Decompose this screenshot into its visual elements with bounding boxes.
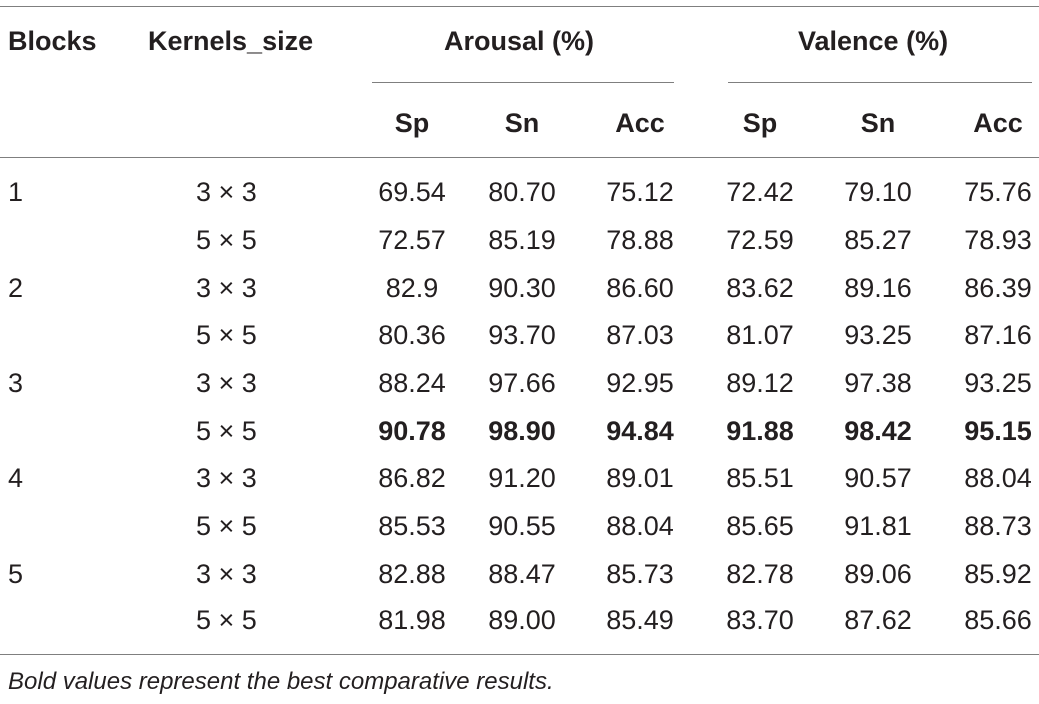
header-blocks: Blocks (8, 26, 97, 56)
cell-kernel-size: 3 × 3 (196, 559, 257, 589)
cell-block: 1 (8, 177, 24, 207)
cell-value: 89.12 (726, 368, 794, 398)
cell-value: 85.73 (606, 559, 674, 589)
cell-kernel-size: 3 × 3 (196, 177, 257, 207)
cell-value: 87.62 (844, 605, 912, 635)
cell-value: 83.62 (726, 273, 794, 303)
cell-value: 85.92 (964, 559, 1032, 589)
cell-kernel-size: 5 × 5 (196, 605, 257, 635)
cell-value: 90.55 (488, 511, 556, 541)
cell-value: 94.84 (606, 416, 674, 446)
cell-value: 85.51 (726, 463, 794, 493)
cell-value: 97.66 (488, 368, 556, 398)
subheader-arousal-sn: Sn (504, 108, 540, 138)
cell-kernel-size: 5 × 5 (196, 320, 257, 350)
cell-value: 90.78 (378, 416, 446, 446)
cell-block: 3 (8, 368, 24, 398)
cell-kernel-size: 3 × 3 (196, 368, 257, 398)
cell-value: 82.9 (385, 273, 439, 303)
cell-value: 85.19 (488, 225, 556, 255)
cell-value: 72.42 (726, 177, 794, 207)
cell-value: 98.90 (488, 416, 556, 446)
cell-kernel-size: 5 × 5 (196, 416, 257, 446)
cell-value: 81.98 (378, 605, 446, 635)
cell-value: 87.03 (606, 320, 674, 350)
header-arousal: Arousal (%) (444, 26, 595, 56)
cell-kernel-size: 3 × 3 (196, 273, 257, 303)
cell-value: 80.70 (488, 177, 556, 207)
cell-kernel-size: 5 × 5 (196, 225, 257, 255)
cell-value: 91.20 (488, 463, 556, 493)
cell-value: 95.15 (964, 416, 1032, 446)
cell-value: 88.47 (488, 559, 556, 589)
cell-value: 88.73 (964, 511, 1032, 541)
cell-value: 85.66 (964, 605, 1032, 635)
subheader-valence-acc: Acc (973, 108, 1023, 138)
cell-value: 87.16 (964, 320, 1032, 350)
cell-block: 5 (8, 559, 24, 589)
subheader-valence-sn: Sn (860, 108, 896, 138)
cell-value: 86.60 (606, 273, 674, 303)
cell-value: 88.04 (606, 511, 674, 541)
cell-value: 72.57 (378, 225, 446, 255)
cell-value: 89.00 (488, 605, 556, 635)
header-bottom-rule (0, 157, 1039, 158)
cell-value: 81.07 (726, 320, 794, 350)
cell-value: 85.27 (844, 225, 912, 255)
cell-value: 85.53 (378, 511, 446, 541)
header-valence: Valence (%) (798, 26, 949, 56)
table-top-rule (0, 6, 1039, 7)
cell-value: 91.81 (844, 511, 912, 541)
cell-value: 89.01 (606, 463, 674, 493)
cell-value: 80.36 (378, 320, 446, 350)
cell-value: 69.54 (378, 177, 446, 207)
valence-group-rule (728, 82, 1032, 83)
header-kernels-size: Kernels_size (148, 26, 314, 56)
cell-value: 98.42 (844, 416, 912, 446)
cell-value: 89.16 (844, 273, 912, 303)
cell-value: 78.93 (964, 225, 1032, 255)
cell-value: 93.25 (964, 368, 1032, 398)
cell-value: 93.70 (488, 320, 556, 350)
cell-value: 86.82 (378, 463, 446, 493)
table-bottom-rule (0, 654, 1039, 655)
cell-value: 90.30 (488, 273, 556, 303)
cell-value: 75.76 (964, 177, 1032, 207)
cell-value: 85.49 (606, 605, 674, 635)
cell-kernel-size: 3 × 3 (196, 463, 257, 493)
cell-kernel-size: 5 × 5 (196, 511, 257, 541)
cell-value: 78.88 (606, 225, 674, 255)
cell-block: 4 (8, 463, 24, 493)
cell-value: 82.88 (378, 559, 446, 589)
cell-value: 88.24 (378, 368, 446, 398)
subheader-valence-sp: Sp (742, 108, 778, 138)
cell-value: 85.65 (726, 511, 794, 541)
cell-value: 82.78 (726, 559, 794, 589)
subheader-arousal-acc: Acc (615, 108, 665, 138)
cell-value: 89.06 (844, 559, 912, 589)
cell-value: 83.70 (726, 605, 794, 635)
cell-value: 86.39 (964, 273, 1032, 303)
cell-value: 72.59 (726, 225, 794, 255)
arousal-group-rule (372, 82, 674, 83)
subheader-arousal-sp: Sp (394, 108, 430, 138)
cell-value: 75.12 (606, 177, 674, 207)
cell-block: 2 (8, 273, 24, 303)
cell-value: 93.25 (844, 320, 912, 350)
cell-value: 92.95 (606, 368, 674, 398)
cell-value: 97.38 (844, 368, 912, 398)
cell-value: 79.10 (844, 177, 912, 207)
table-footnote: Bold values represent the best comparati… (8, 668, 554, 695)
cell-value: 91.88 (726, 416, 794, 446)
cell-value: 88.04 (964, 463, 1032, 493)
cell-value: 90.57 (844, 463, 912, 493)
